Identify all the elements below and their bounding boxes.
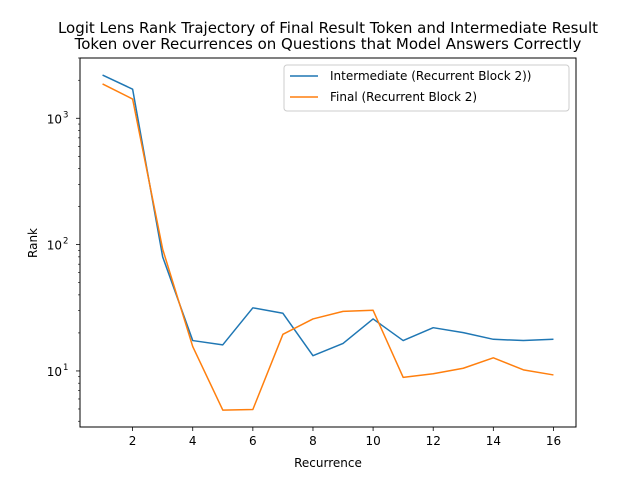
plot-frame bbox=[79, 57, 577, 428]
chart-title-line-2: Token over Recurrences on Questions that… bbox=[74, 35, 582, 53]
legend: Intermediate (Recurrent Block 2)) Final (… bbox=[283, 64, 570, 112]
y-tick-label: 10 bbox=[47, 239, 62, 253]
x-tick-label: 10 bbox=[365, 434, 380, 448]
x-tick-label: 12 bbox=[426, 434, 441, 448]
y-tick-label: 10 bbox=[47, 112, 62, 126]
x-tick-label: 2 bbox=[129, 434, 137, 448]
legend-label-1: Intermediate (Recurrent Block 2)) bbox=[330, 69, 531, 83]
chart-title-line-1: Logit Lens Rank Trajectory of Final Resu… bbox=[58, 19, 598, 37]
x-axis-label: Recurrence bbox=[294, 456, 362, 470]
x-tick-label: 16 bbox=[546, 434, 561, 448]
x-axis: 2 4 6 8 10 12 14 16 bbox=[129, 427, 561, 448]
y-tick-label: 10 bbox=[47, 365, 62, 379]
y-tick-exponent: 3 bbox=[63, 110, 68, 120]
x-tick-label: 14 bbox=[486, 434, 501, 448]
series-line-1 bbox=[102, 74, 554, 357]
x-tick-label: 6 bbox=[249, 434, 257, 448]
plot-lines bbox=[102, 74, 554, 411]
y-tick-exponent: 2 bbox=[63, 237, 68, 247]
y-tick-exponent: 1 bbox=[63, 363, 68, 373]
legend-box bbox=[283, 64, 570, 112]
x-tick-label: 8 bbox=[309, 434, 317, 448]
y-axis-label: Rank bbox=[26, 228, 40, 258]
series-line-2 bbox=[102, 83, 554, 411]
x-tick-label: 4 bbox=[189, 434, 197, 448]
legend-label-2: Final (Recurrent Block 2) bbox=[330, 90, 477, 104]
